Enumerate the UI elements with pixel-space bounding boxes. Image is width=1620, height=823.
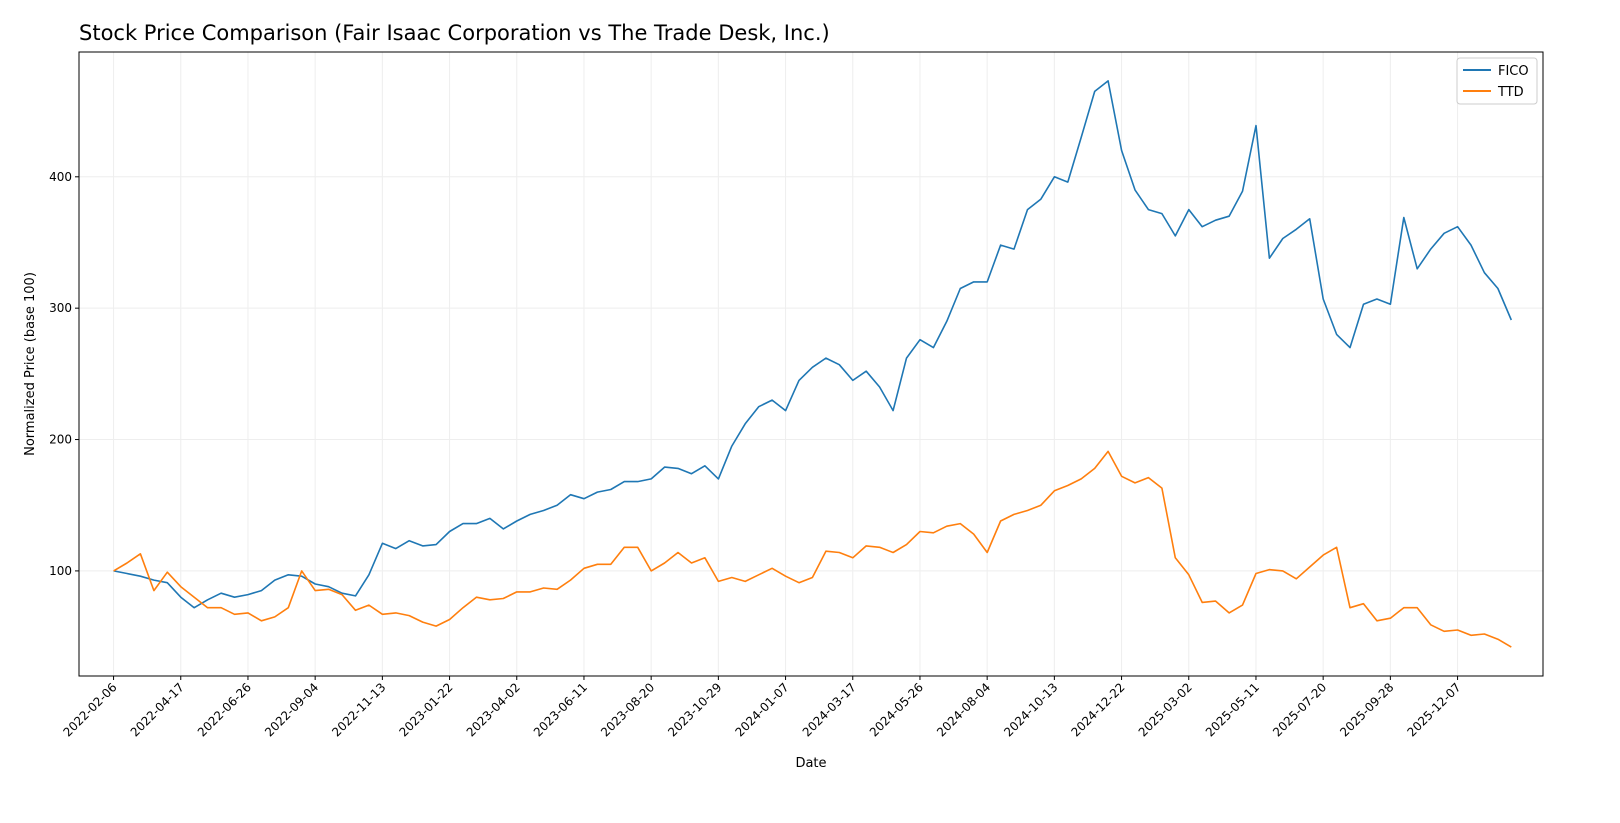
- x-tick-label: 2025-12-07: [1404, 680, 1463, 739]
- series-line-fico: [114, 81, 1512, 608]
- x-tick-label: 2025-07-20: [1270, 680, 1329, 739]
- y-axis-label: Normalized Price (base 100): [23, 272, 38, 456]
- data-points-ttd: [114, 451, 1512, 647]
- x-tick-label: 2022-06-26: [195, 680, 254, 739]
- x-tick-label: 2022-09-04: [262, 680, 321, 739]
- series-line-ttd: [114, 451, 1512, 647]
- x-tick-label: 2024-03-17: [800, 680, 859, 739]
- x-tick-label: 2025-03-02: [1136, 680, 1195, 739]
- x-tick-label: 2024-12-22: [1068, 680, 1127, 739]
- x-tick-label: 2023-01-22: [396, 680, 455, 739]
- x-tick-label: 2024-01-07: [732, 680, 791, 739]
- x-tick-label: 2023-06-11: [531, 680, 590, 739]
- x-tick-label: 2023-04-02: [464, 680, 523, 739]
- x-tick-label: 2024-05-26: [867, 680, 926, 739]
- y-tick-label: 200: [49, 433, 72, 447]
- series-lines: [114, 81, 1512, 647]
- y-axis-ticks: 100 200 300 400: [49, 170, 79, 578]
- x-tick-label: 2022-11-13: [329, 680, 388, 739]
- legend-label-ttd: TTD: [1497, 85, 1524, 100]
- y-tick-label: 100: [49, 564, 72, 578]
- y-tick-label: 400: [49, 170, 72, 184]
- data-points-fico: [114, 81, 1512, 608]
- x-tick-label: 2022-02-06: [60, 680, 119, 739]
- x-tick-label: 2024-08-04: [934, 680, 993, 739]
- x-tick-label: 2023-10-29: [665, 680, 724, 739]
- chart-title: Stock Price Comparison (Fair Isaac Corpo…: [79, 21, 830, 45]
- legend-label-fico: FICO: [1498, 64, 1529, 79]
- y-tick-label: 300: [49, 301, 72, 315]
- x-tick-label: 2022-04-17: [128, 680, 187, 739]
- x-tick-label: 2025-05-11: [1203, 680, 1262, 739]
- grid-lines: [79, 52, 1543, 676]
- x-tick-label: 2025-09-28: [1337, 680, 1396, 739]
- x-tick-label: 2024-10-13: [1001, 680, 1060, 739]
- x-tick-label: 2023-08-20: [598, 680, 657, 739]
- x-axis-label: Date: [795, 756, 826, 771]
- legend: FICO TTD: [1457, 58, 1537, 104]
